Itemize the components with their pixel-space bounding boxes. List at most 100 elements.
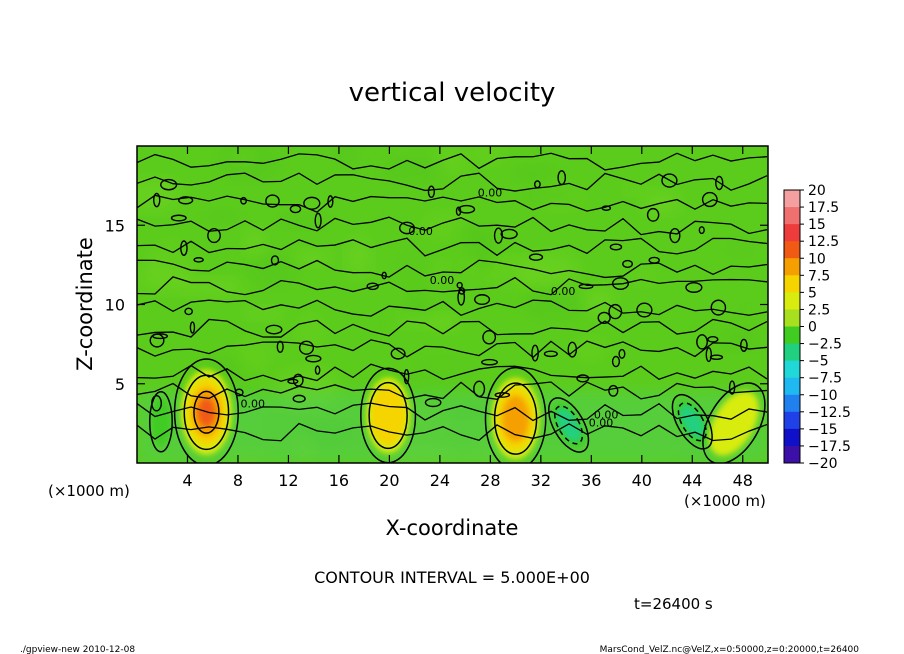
x-tick-label: 40 [632,471,652,490]
zero-contour [137,276,768,296]
contour-line [482,329,497,345]
contour-line [567,341,578,358]
contour-line [292,373,304,387]
contour-line [500,228,518,240]
contour-line [193,390,220,434]
colorbar-swatch [784,326,800,345]
contour-line [305,354,322,363]
contour-value-label: 0.00 [551,285,576,298]
shading-patch [525,186,580,204]
shading-patch [334,146,358,172]
contour-line [160,178,178,191]
contour-line [180,240,188,256]
shading-patch [372,210,413,224]
zero-contour [137,363,768,382]
shading-patch [457,225,495,244]
contour-line [601,205,612,211]
colorbar-swatch [784,224,800,242]
contour-line [314,365,321,375]
contour-line [298,340,315,355]
colorbar-label: 20 [808,183,826,199]
x-tick-label: 44 [682,471,702,490]
colorbar-label: −5 [808,354,829,370]
velocity-cell [371,385,406,445]
zero-contour [137,152,768,171]
contour-line [597,311,611,324]
contour-line [493,227,504,244]
shading-patch [731,297,754,321]
colorbar-label: 12.5 [808,234,839,250]
zero-contour [137,194,768,213]
x-tick-label: 16 [329,471,349,490]
contour-line [661,173,678,188]
colorbar-label: 7.5 [808,268,830,284]
y-tick-label: 10 [105,296,125,315]
x-tick-label: 4 [182,471,192,490]
shading-patch [214,146,282,182]
contour-line [648,256,660,264]
contour-line [740,338,748,352]
contour-line [608,384,619,397]
y-tick-label: 5 [115,375,125,394]
shading-patch [237,338,269,371]
shading-patch [494,265,519,306]
contour-interval-label: CONTOUR INTERVAL = 5.000E+00 [314,568,590,587]
colorbar-label: 17.5 [808,200,839,216]
contour-line [234,388,244,397]
y-axis-label: Z-coordinate [73,237,97,371]
contour-line [576,374,590,383]
shading-patch [421,270,486,303]
colorbar-swatch [784,343,800,362]
contour-line [151,394,162,412]
colorbar-label: −10 [808,388,838,404]
x-tick-label: 48 [733,471,753,490]
contour-line [481,358,498,366]
contour-line [618,348,626,359]
contour-line [707,336,719,343]
contour-line [696,334,708,350]
colorbar-label: 5 [808,285,817,301]
colorbar-label: −20 [808,456,838,472]
shading-patch [519,253,578,288]
shading-patch [421,349,481,388]
x-tick-label: 12 [278,471,298,490]
colorbar-label: −7.5 [808,371,842,387]
zero-contour [137,172,768,192]
colorbar-label: −12.5 [808,405,851,421]
contour-line [528,253,544,261]
footer-right: MarsCond_VelZ.nc@VelZ,x=0:50000,z=0:2000… [600,645,860,654]
colorbar-swatch [784,309,800,327]
footer-left: ./gpview-new 2010-12-08 [20,645,135,654]
contour-line [265,324,283,335]
x-tick-label: 8 [233,471,243,490]
x-unit-left: (×1000 m) [48,482,130,500]
colorbar-swatch [784,360,800,379]
zero-contour [137,216,768,236]
contour-line [698,226,705,235]
shading-patch [522,288,588,320]
shading-patch [631,267,656,286]
colorbar-swatch [784,207,800,225]
contour-line [636,302,653,318]
contour-line [543,350,558,358]
contour-line [534,180,541,189]
shading-patch [572,337,607,360]
contour-line [327,195,334,208]
shading-patch [510,165,551,181]
contour-line [270,255,280,266]
colorbar-swatch [784,377,800,396]
shading-patch [392,313,458,329]
zero-contour [173,358,239,463]
colorbar-label: −15 [808,422,838,438]
colorbar-swatch [784,241,800,259]
contour-line [622,259,634,269]
zero-contour [137,259,768,279]
contour-line [578,283,594,290]
shading-patch [231,151,256,165]
contour-line [424,397,442,408]
x-tick-label: 32 [531,471,551,490]
contour-line [474,294,491,306]
contour-line [458,204,476,214]
velocity-cell [679,404,705,439]
contour-line [457,289,466,306]
